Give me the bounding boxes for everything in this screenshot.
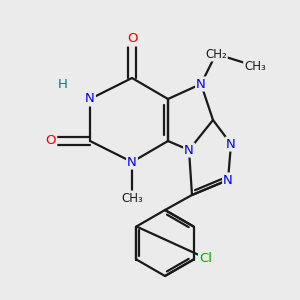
Text: CH₂: CH₂ [205, 47, 227, 61]
Text: CH₃: CH₃ [244, 59, 266, 73]
Text: Cl: Cl [199, 251, 212, 265]
Text: O: O [46, 134, 56, 148]
Text: CH₃: CH₃ [121, 191, 143, 205]
Text: N: N [223, 173, 233, 187]
Text: N: N [226, 137, 236, 151]
Text: N: N [196, 77, 206, 91]
Text: O: O [127, 32, 137, 46]
Text: N: N [184, 143, 194, 157]
Text: H: H [58, 77, 68, 91]
Text: N: N [127, 155, 137, 169]
Text: N: N [85, 92, 95, 106]
